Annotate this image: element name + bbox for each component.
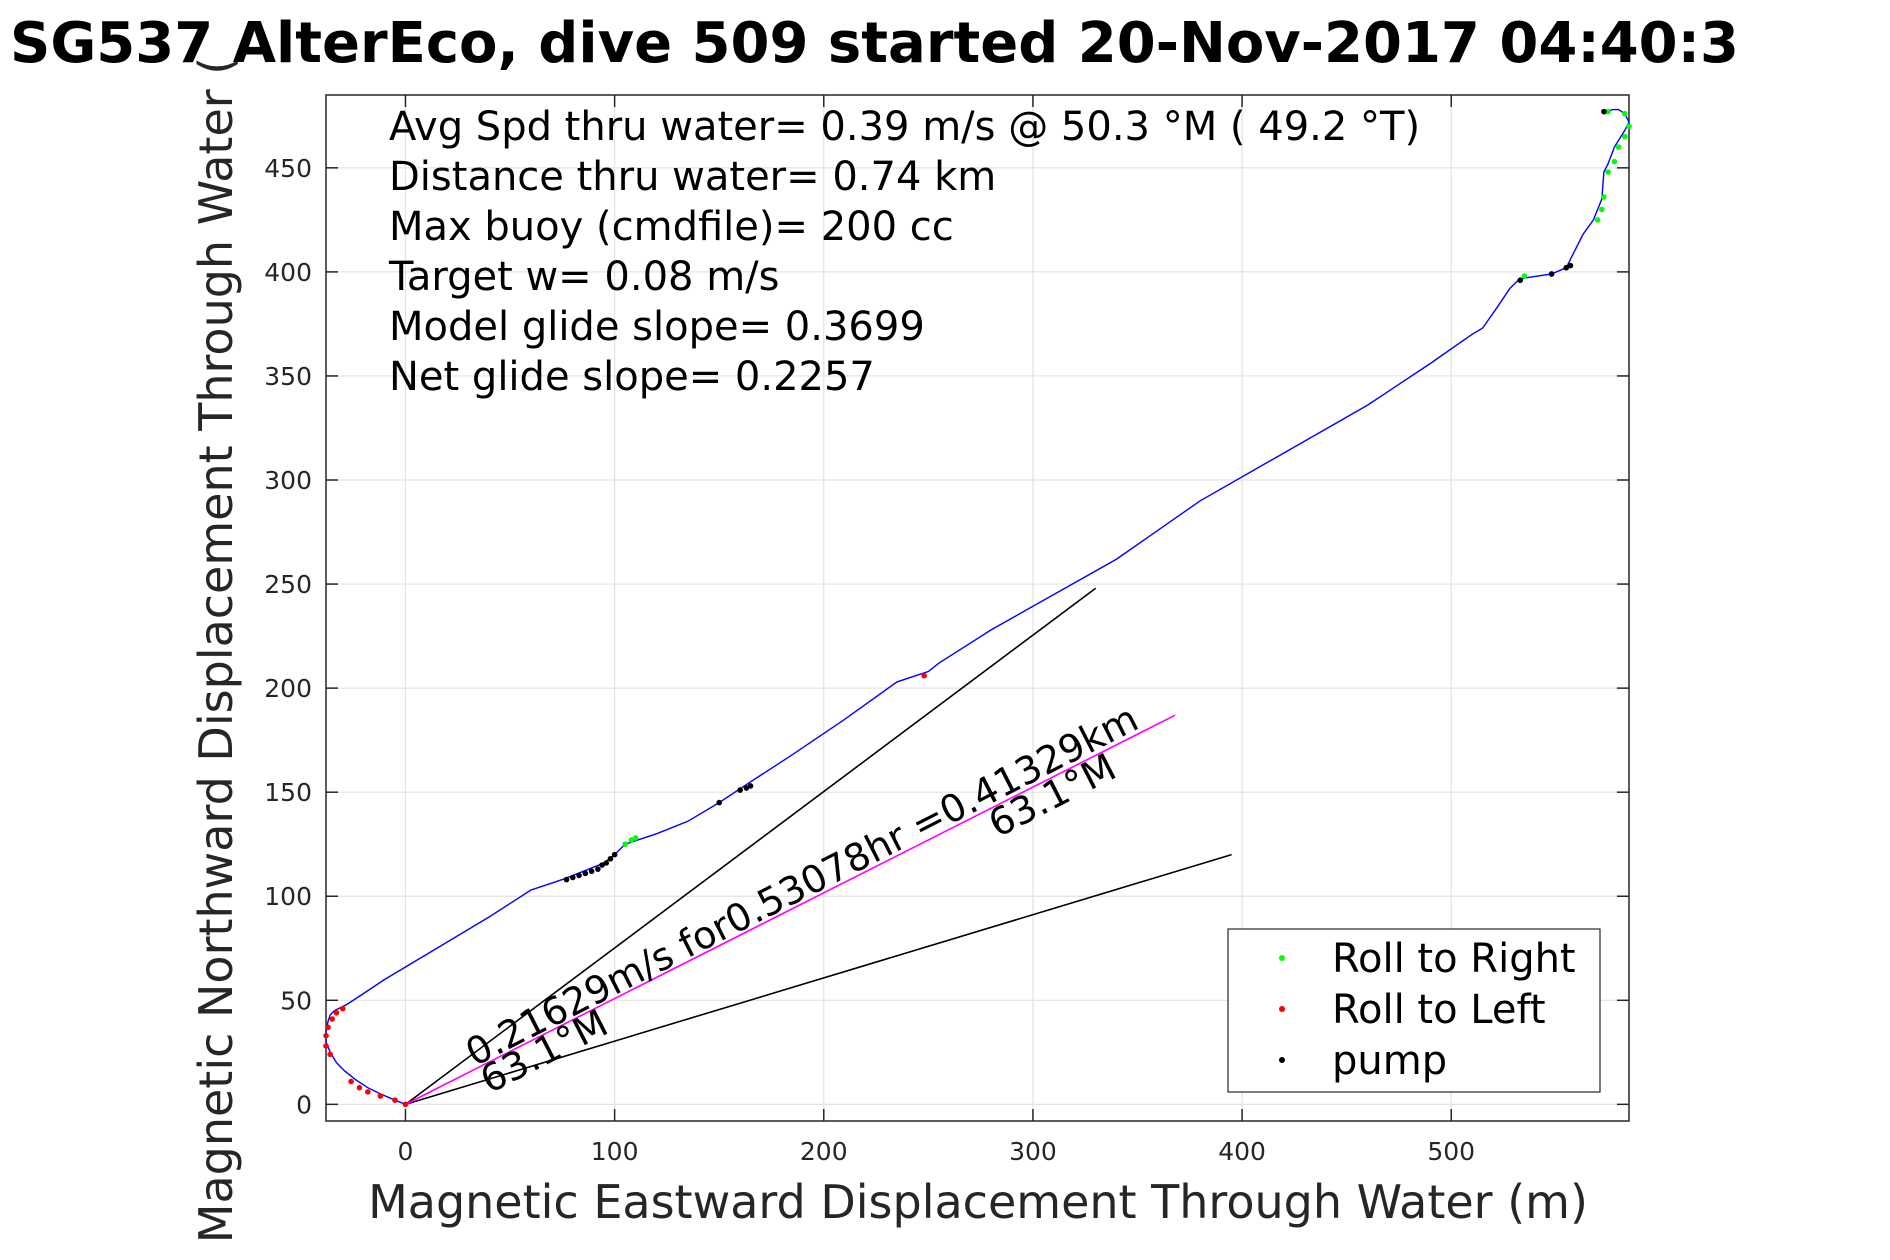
legend-marker: [1279, 955, 1285, 961]
roll-to-right-point: [1605, 108, 1611, 115]
roll-to-left-point: [356, 1084, 363, 1091]
y-tick-label: 0: [296, 1090, 312, 1119]
chart-title: SG537 AlterEco, dive 509 started 20-Nov-…: [10, 11, 1739, 76]
y-tick-label: 350: [264, 362, 312, 391]
pump-point: [716, 799, 723, 806]
roll-to-right-point: [1521, 273, 1528, 279]
x-axis-ticks: 0 100 200 300 400 500: [398, 95, 1475, 1166]
y-tick-label: 250: [264, 570, 312, 599]
x-axis-label: Magnetic Eastward Displacement Through W…: [368, 1175, 1588, 1229]
y-tick-label: 50: [280, 986, 312, 1015]
roll-to-left-point: [327, 1051, 333, 1058]
y-tick-label: 150: [264, 778, 312, 807]
y-tick-label: 300: [264, 466, 312, 495]
roll-to-left-point: [333, 1009, 340, 1016]
pump-point: [1601, 108, 1607, 115]
roll-to-left-point: [323, 1032, 329, 1039]
x-tick-label: 0: [398, 1137, 414, 1166]
y-tick-label: 400: [264, 258, 312, 287]
roll-to-right-point: [1615, 144, 1622, 150]
pump-point: [599, 862, 605, 868]
legend-marker: [1279, 1006, 1285, 1012]
roll-to-right-point: [1594, 217, 1601, 223]
info-text-block: Avg Spd thru water= 0.39 m/s @ 50.3 °M (…: [388, 104, 1420, 400]
legend: Roll to Right Roll to Left pump: [1227, 928, 1601, 1093]
pump-point: [1517, 277, 1524, 284]
roll-to-right-point: [1622, 133, 1628, 140]
roll-to-right-point: [1611, 158, 1618, 165]
pump-point: [747, 783, 754, 789]
roll-to-left-point: [339, 1005, 346, 1012]
roll-to-right-point: [622, 841, 628, 848]
legend-box: [1227, 928, 1601, 1093]
roll-to-left-point: [325, 1024, 331, 1031]
roll-to-right-point: [632, 835, 639, 841]
pump-point: [1567, 262, 1574, 269]
roll-to-right-point: [1601, 194, 1607, 200]
x-tick-label: 500: [1427, 1137, 1475, 1166]
plot-area-frame: [325, 94, 1630, 1122]
reference-line: [405, 853, 1232, 1106]
pump-point: [1563, 264, 1570, 271]
markers-layer: [323, 108, 1632, 1108]
roll-to-left-point: [329, 1016, 336, 1022]
roll-to-left-point: [392, 1097, 398, 1103]
annotations-layer: 0.21629m/s for0.53078hr =0.41329km63.1°M…: [459, 696, 1145, 1102]
info-line: Distance thru water= 0.74 km: [389, 154, 996, 200]
legend-entries: Roll to Right Roll to Left pump: [1279, 936, 1576, 1084]
roll-to-left-point: [377, 1093, 384, 1099]
pump-point: [582, 870, 589, 877]
reference-line: [405, 714, 1176, 1106]
info-line: Max buoy (cmdfile)= 200 cc: [389, 204, 954, 250]
roll-to-right-point: [1599, 206, 1605, 213]
roll-to-left-point: [921, 672, 927, 679]
pump-point: [611, 851, 618, 858]
reference-lines: [404, 587, 1232, 1106]
legend-label: pump: [1332, 1038, 1447, 1084]
glider-track-line: [325, 108, 1630, 1106]
x-tick-label: 300: [1009, 1137, 1057, 1166]
roll-to-left-point: [402, 1101, 409, 1108]
pump-point: [1548, 271, 1555, 277]
roll-to-right-point: [1626, 123, 1632, 130]
pump-point: [588, 868, 595, 875]
x-tick-label: 100: [591, 1137, 639, 1166]
pump-point: [743, 785, 750, 791]
info-line: Model glide slope= 0.3699: [389, 304, 925, 350]
pump-point: [607, 855, 614, 862]
track-layer: [325, 108, 1630, 1106]
info-line: Net glide slope= 0.2257: [389, 354, 875, 400]
roll-to-left-point: [348, 1078, 354, 1085]
y-tick-label: 200: [264, 674, 312, 703]
roll-to-right-point: [1622, 110, 1628, 117]
pump-point: [563, 876, 570, 883]
pump-point: [595, 866, 601, 872]
x-tick-label: 400: [1218, 1137, 1266, 1166]
x-tick-label: 200: [800, 1137, 848, 1166]
roll-to-right-point: [1605, 169, 1611, 175]
roll-to-left-point: [323, 1043, 329, 1049]
legend-marker: [1279, 1057, 1285, 1063]
roll-to-right-point: [628, 837, 635, 843]
legend-label: Roll to Left: [1332, 987, 1546, 1033]
y-axis-ticks: 0 50 100 150 200 250 300 350 400 450: [264, 154, 1629, 1119]
y-tick-label: 450: [264, 154, 312, 183]
pump-point: [569, 874, 576, 881]
pump-point: [737, 787, 743, 793]
pump-point: [603, 860, 610, 866]
legend-label: Roll to Right: [1332, 936, 1576, 982]
y-axis-label: Magnetic Northward Displacement Through …: [189, 57, 243, 1243]
info-line: Target w= 0.08 m/s: [388, 254, 779, 300]
reference-line: [404, 587, 1097, 1105]
roll-to-left-point: [365, 1089, 371, 1095]
info-line: Avg Spd thru water= 0.39 m/s @ 50.3 °M (…: [389, 104, 1420, 150]
pump-point: [576, 872, 582, 879]
y-tick-label: 100: [264, 882, 312, 911]
